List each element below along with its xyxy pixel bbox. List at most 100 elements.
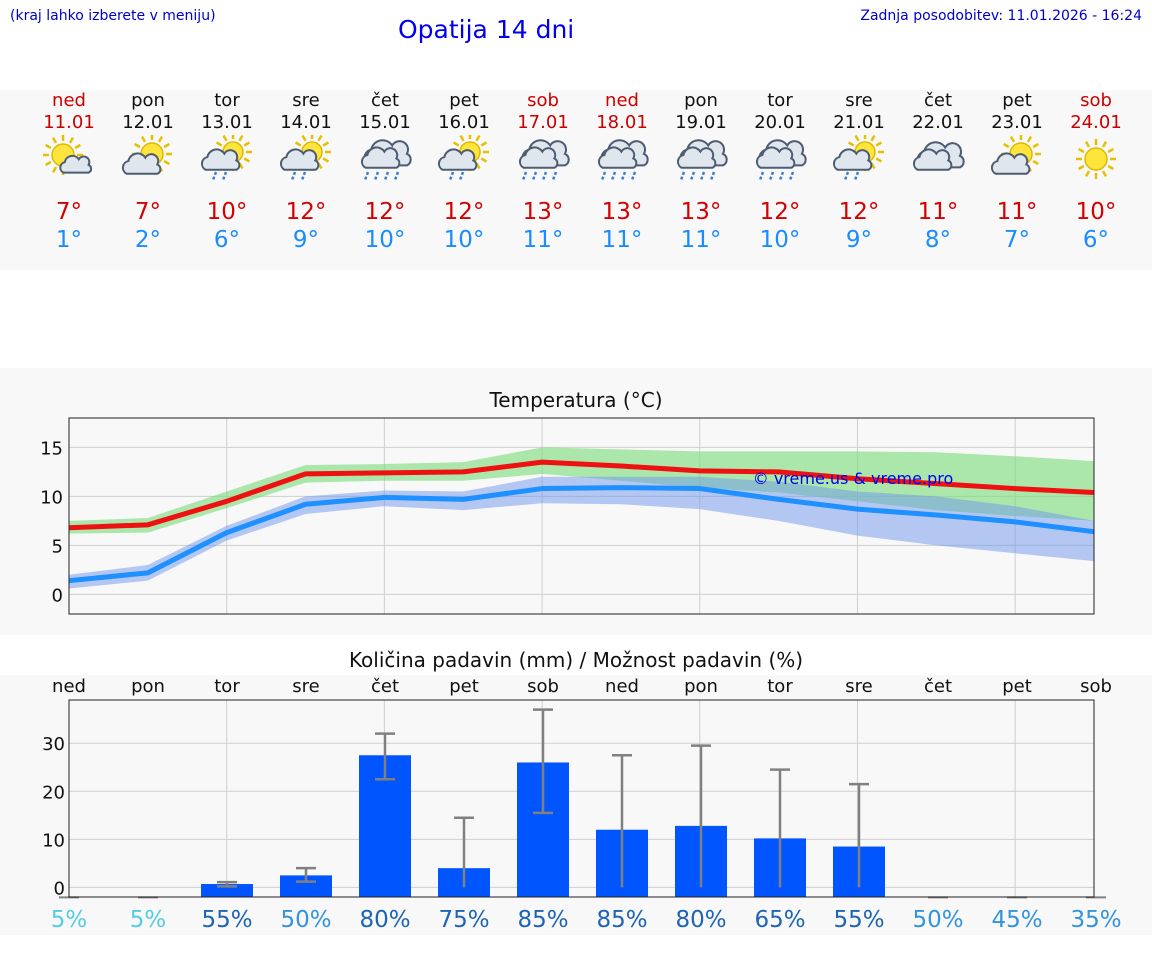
cloud-sun-icon <box>990 135 1041 175</box>
max-temp: 13° <box>680 199 722 225</box>
max-temp-line <box>68 459 1095 531</box>
y-tick-label: 0 <box>52 585 63 606</box>
x-tick-label: ned <box>52 676 86 697</box>
last-update: Zadnja posodobitev: 11.01.2026 - 16:24 <box>860 8 1142 24</box>
precip-probability: 5% <box>51 907 88 933</box>
precipitation-chart-title: Količina padavin (mm) / Možnost padavin … <box>348 648 804 672</box>
x-tick-label: sre <box>845 676 872 697</box>
min-temp: 1° <box>55 227 83 253</box>
day-name: tor <box>214 90 240 111</box>
day-date: 20.01 <box>754 112 806 133</box>
sun-cloud-icon <box>43 135 93 175</box>
day-name: pon <box>684 90 718 111</box>
page-title: Opatija 14 dni <box>398 15 575 44</box>
rain-cloud-icon <box>676 139 728 181</box>
min-temp: 9° <box>292 227 320 253</box>
daily-summary-panel <box>0 90 1152 270</box>
max-temp: 12° <box>364 199 406 225</box>
watermark: © vreme.us & vreme.pro <box>753 469 954 488</box>
min-temp: 11° <box>680 227 722 253</box>
precip-probability: 55% <box>833 907 884 933</box>
sun-cloud-rain-icon <box>279 135 331 181</box>
y-tick-label: 5 <box>52 536 63 557</box>
max-temp: 12° <box>443 199 485 225</box>
x-tick-label: pet <box>1002 676 1032 697</box>
x-tick-label: pet <box>449 676 479 697</box>
x-tick-label: ned <box>605 676 639 697</box>
x-tick-label: tor <box>767 676 793 697</box>
min-temp: 10° <box>759 227 801 253</box>
rain-cloud-icon <box>518 139 570 181</box>
precip-probability: 80% <box>359 907 410 933</box>
day-name: tor <box>767 90 793 111</box>
max-temp: 12° <box>285 199 327 225</box>
plot-area <box>69 700 1094 897</box>
precip-probability: 50% <box>912 907 963 933</box>
precip-probability: 85% <box>517 907 568 933</box>
precip-probability: 75% <box>438 907 489 933</box>
day-name: čet <box>370 90 400 111</box>
y-tick-label: 15 <box>40 438 63 459</box>
max-temp: 12° <box>838 199 880 225</box>
x-tick-label: sob <box>1080 676 1112 697</box>
min-temp: 11° <box>522 227 564 253</box>
rain-cloud-icon <box>597 139 649 181</box>
day-name: sre <box>845 90 873 111</box>
min-temp: 6° <box>213 227 241 253</box>
day-name: čet <box>923 90 953 111</box>
day-date: 16.01 <box>438 112 490 133</box>
day-date: 14.01 <box>280 112 332 133</box>
region-menu-hint: (kraj lahko izberete v meniju) <box>10 8 216 24</box>
max-temp: 7° <box>55 199 83 225</box>
plot-frame <box>68 417 1095 615</box>
min-temp: 2° <box>134 227 162 253</box>
min-temp: 11° <box>601 227 643 253</box>
day-name: pet <box>449 90 479 111</box>
precip-probability: 80% <box>675 907 726 933</box>
precip-probability: 5% <box>130 907 167 933</box>
max-temp: 11° <box>917 199 959 225</box>
temperature-chart-title: Temperatura (°C) <box>489 388 663 412</box>
max-temp: 12° <box>759 199 801 225</box>
precipitation-chart: 0 10 20 30 ned pon tor sre čet pet sob ned pon tor sre… <box>42 676 1121 933</box>
sun-cloud-rain-icon <box>200 135 252 181</box>
x-tick-label: čet <box>924 676 952 697</box>
y-tick-label: 10 <box>42 830 65 851</box>
x-tick-label: čet <box>371 676 399 697</box>
max-temp: 11° <box>996 199 1038 225</box>
x-tick-label: tor <box>214 676 240 697</box>
sun-icon <box>1076 139 1116 179</box>
day-name: pon <box>131 90 165 111</box>
day-date: 13.01 <box>201 112 253 133</box>
y-tick-label: 10 <box>40 487 63 508</box>
plot-frame <box>68 699 1095 898</box>
max-temp: 13° <box>522 199 564 225</box>
precip-bar <box>201 884 253 898</box>
y-tick-label: 30 <box>42 734 65 755</box>
day-name: ned <box>605 90 639 111</box>
x-tick-label: sob <box>527 676 559 697</box>
precip-probability: 35% <box>1070 907 1121 933</box>
min-temp: 10° <box>443 227 485 253</box>
day-date: 23.01 <box>991 112 1043 133</box>
sun-cloud-rain-icon <box>437 135 489 181</box>
max-temp: 13° <box>601 199 643 225</box>
x-tick-label: sre <box>292 676 319 697</box>
x-tick-label: pon <box>684 676 718 697</box>
precip-probability: 50% <box>280 907 331 933</box>
day-name: pet <box>1002 90 1032 111</box>
precip-probability: 65% <box>754 907 805 933</box>
y-tick-label: 20 <box>42 782 65 803</box>
day-name: sre <box>292 90 320 111</box>
x-tick-label: pon <box>131 676 165 697</box>
day-name: sob <box>1080 90 1112 111</box>
day-date: 24.01 <box>1070 112 1122 133</box>
max-temp: 10° <box>1075 199 1117 225</box>
day-date: 15.01 <box>359 112 411 133</box>
max-temp: 7° <box>134 199 162 225</box>
y-tick-label: 0 <box>54 878 65 899</box>
max-temp-range-band <box>69 447 1094 534</box>
sun-cloud-rain-icon <box>832 135 884 181</box>
rain-cloud-icon <box>360 139 412 181</box>
day-name: sob <box>527 90 559 111</box>
